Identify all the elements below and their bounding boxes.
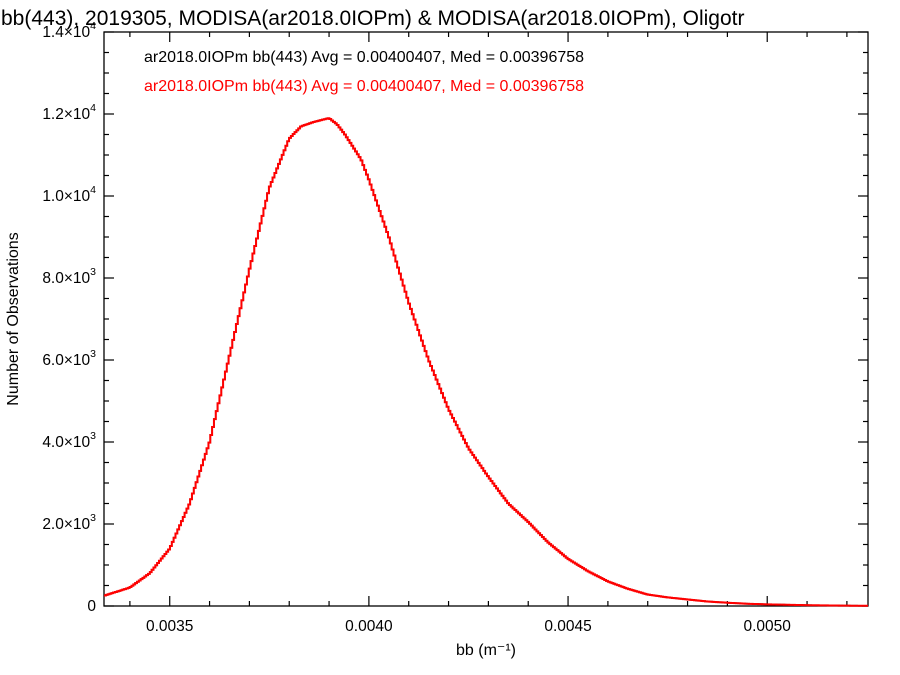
x-axis: 0.0035 0.0040 0.0045 0.0050 — [129, 32, 848, 635]
legend-entry-black: ar2018.0IOPm bb(443) Avg = 0.00400407, M… — [144, 49, 584, 66]
y-tick-label: 0 — [87, 598, 96, 615]
series-line-red — [104, 117, 868, 607]
x-tick-label: 0.0050 — [744, 618, 792, 635]
y-tick-label: 2.0×103 — [42, 512, 96, 533]
plot-frame — [103, 31, 869, 607]
y-tick-label: 4.0×103 — [42, 430, 96, 451]
series-line-black — [104, 117, 868, 607]
y-tick-label: 8.0×103 — [42, 266, 96, 287]
series-layer — [104, 117, 868, 607]
x-tick-label: 0.0045 — [544, 618, 591, 635]
y-tick-label: 6.0×103 — [42, 348, 96, 369]
y-tick-label: 1.0×104 — [42, 184, 96, 205]
y-tick-label: 1.4×104 — [42, 20, 96, 41]
legend-entry-red: ar2018.0IOPm bb(443) Avg = 0.00400407, M… — [144, 78, 584, 95]
chart-title: bb(443), 2019305, MODISA(ar2018.0IOPm) &… — [1, 7, 744, 30]
x-axis-label: bb (m⁻¹) — [456, 642, 516, 659]
y-tick-label: 1.2×104 — [42, 102, 96, 123]
y-axis: 0 2.0×103 4.0×103 6.0×103 8.0×103 1.0×104 1.2×… — [42, 20, 868, 615]
x-tick-label: 0.0040 — [345, 618, 393, 635]
y-axis-label: Number of Observations — [5, 232, 22, 405]
x-tick-label: 0.0035 — [146, 618, 193, 635]
